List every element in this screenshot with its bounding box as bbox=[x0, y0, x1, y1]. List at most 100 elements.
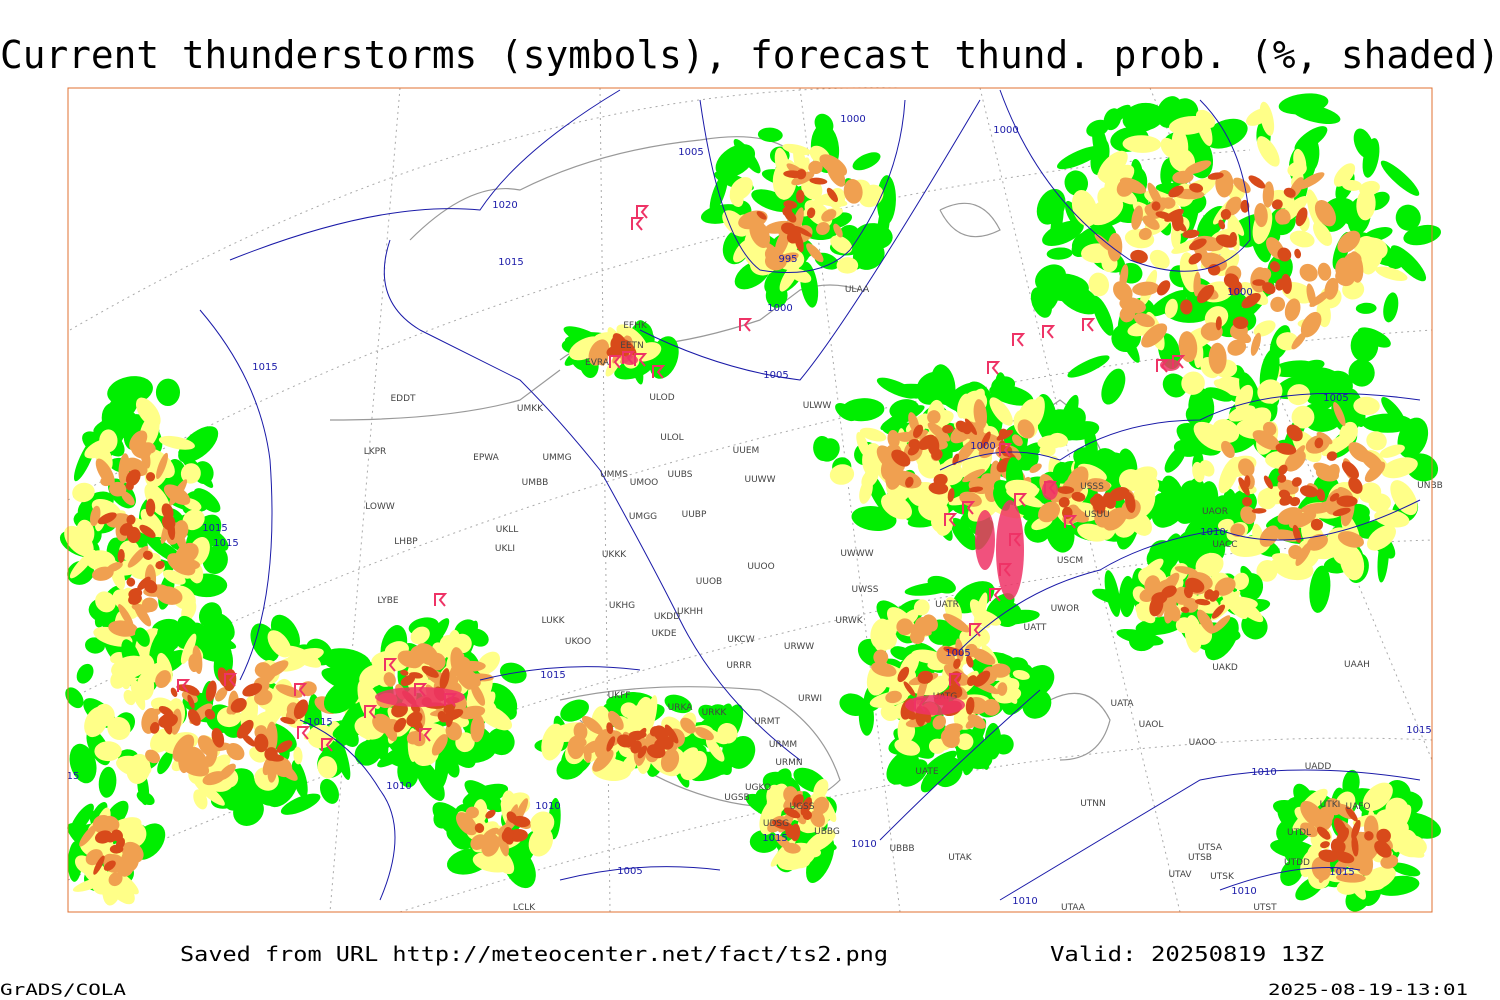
prob-shade bbox=[959, 743, 993, 770]
station-label: ULOD bbox=[649, 393, 674, 403]
station-label: UUWW bbox=[745, 475, 776, 485]
prob-shade bbox=[774, 228, 790, 257]
prob-shade bbox=[1125, 492, 1136, 513]
prob-shade bbox=[887, 429, 900, 449]
prob-shade bbox=[1189, 183, 1204, 193]
prob-shade bbox=[1341, 179, 1363, 191]
station-label: UKLL bbox=[496, 525, 519, 535]
station-label: UADD bbox=[1305, 762, 1332, 772]
thunderstorm-symbol bbox=[962, 501, 976, 515]
prob-shade bbox=[1281, 273, 1292, 294]
station-label: UAAH bbox=[1344, 660, 1370, 670]
thunderstorm-cluster bbox=[996, 500, 1024, 600]
thunderstorm-symbol bbox=[949, 673, 963, 687]
prob-shade bbox=[616, 734, 633, 748]
prob-shade bbox=[931, 448, 943, 461]
prob-shade bbox=[205, 680, 217, 702]
prob-shade bbox=[970, 648, 996, 666]
prob-shade bbox=[574, 735, 587, 747]
prob-shade bbox=[140, 444, 151, 469]
prob-shade bbox=[989, 663, 1011, 678]
prob-shade bbox=[1271, 199, 1283, 210]
prob-shade bbox=[806, 243, 824, 263]
station-label: URWK bbox=[835, 616, 863, 626]
prob-shade bbox=[143, 579, 158, 594]
title: Current thunderstorms (symbols), forecas… bbox=[0, 33, 1500, 77]
prob-shade bbox=[1223, 273, 1239, 288]
thunderstorm-symbol bbox=[631, 217, 645, 231]
station-label: UDSG bbox=[763, 819, 789, 829]
prob-shade bbox=[1238, 477, 1250, 496]
prob-shade bbox=[1299, 263, 1318, 282]
prob-shade bbox=[1093, 495, 1106, 511]
thunderstorm-symbol bbox=[987, 361, 1001, 375]
prob-shade bbox=[157, 621, 181, 652]
station-label: URMT bbox=[754, 717, 781, 727]
prob-shade bbox=[481, 834, 500, 857]
prob-shade bbox=[483, 827, 499, 839]
prob-shade bbox=[462, 783, 509, 807]
prob-shade bbox=[1056, 282, 1100, 315]
prob-shade bbox=[1232, 316, 1249, 330]
prob-shade bbox=[204, 708, 216, 720]
prob-shade bbox=[1316, 488, 1326, 502]
prob-shade bbox=[1168, 185, 1184, 198]
station-label: UUBP bbox=[682, 510, 707, 520]
station-label: UMKK bbox=[517, 404, 544, 414]
prob-shade bbox=[664, 694, 693, 714]
station-label: UGKO bbox=[745, 783, 771, 793]
prob-shade bbox=[806, 835, 835, 883]
prob-shade bbox=[782, 143, 812, 156]
prob-shade bbox=[1200, 252, 1228, 272]
prob-shade bbox=[819, 154, 848, 177]
prob-shade bbox=[917, 670, 933, 684]
station-label: UAKD bbox=[1212, 663, 1238, 673]
prob-shade bbox=[1164, 298, 1178, 319]
map-frame bbox=[67, 87, 1433, 913]
prob-shade bbox=[1238, 458, 1255, 477]
prob-shade bbox=[616, 324, 648, 354]
prob-shade bbox=[470, 682, 486, 706]
thunderstorm-symbol bbox=[1014, 493, 1028, 507]
station-label: EDDT bbox=[390, 394, 416, 404]
prob-shade bbox=[1284, 298, 1301, 322]
station-label: EFHK bbox=[623, 321, 648, 331]
isobar-label: 1000 bbox=[1227, 287, 1252, 298]
prob-shade bbox=[1195, 552, 1224, 578]
prob-shade bbox=[1262, 181, 1275, 208]
prob-shade bbox=[1313, 221, 1333, 246]
prob-shade bbox=[211, 727, 225, 748]
prob-shade bbox=[116, 755, 152, 777]
prob-shade bbox=[1329, 493, 1340, 502]
thunderstorm-cluster bbox=[1160, 359, 1180, 371]
prob-shade bbox=[291, 759, 308, 799]
prob-shade bbox=[144, 708, 162, 718]
prob-shade bbox=[856, 431, 870, 458]
prob-shade bbox=[465, 806, 479, 819]
prob-shade bbox=[968, 486, 984, 493]
prob-shade bbox=[1077, 523, 1108, 542]
prob-shade bbox=[1318, 806, 1335, 824]
prob-shade bbox=[881, 493, 913, 520]
station-label: UKDD bbox=[654, 612, 680, 622]
prob-shade bbox=[1227, 339, 1247, 356]
thunderstorm-symbol bbox=[969, 623, 983, 637]
prob-shade bbox=[774, 834, 794, 852]
prob-shade bbox=[1316, 826, 1331, 840]
prob-shade bbox=[806, 207, 816, 219]
station-label: LOWW bbox=[365, 502, 395, 512]
prob-shade bbox=[1038, 506, 1053, 519]
isobar-label: 1005 bbox=[678, 147, 703, 158]
prob-shade bbox=[897, 666, 910, 683]
station-label: UTAV bbox=[1168, 870, 1192, 880]
prob-shade bbox=[927, 422, 951, 442]
prob-shade bbox=[254, 733, 269, 753]
prob-shade bbox=[1161, 197, 1176, 209]
prob-shade bbox=[1336, 495, 1358, 507]
prob-shade bbox=[649, 726, 660, 737]
station-label: UKHH bbox=[677, 607, 703, 617]
prob-shade bbox=[1348, 477, 1363, 494]
prob-shade bbox=[157, 750, 173, 775]
prob-shade bbox=[1314, 437, 1324, 449]
prob-shade bbox=[1232, 572, 1249, 591]
